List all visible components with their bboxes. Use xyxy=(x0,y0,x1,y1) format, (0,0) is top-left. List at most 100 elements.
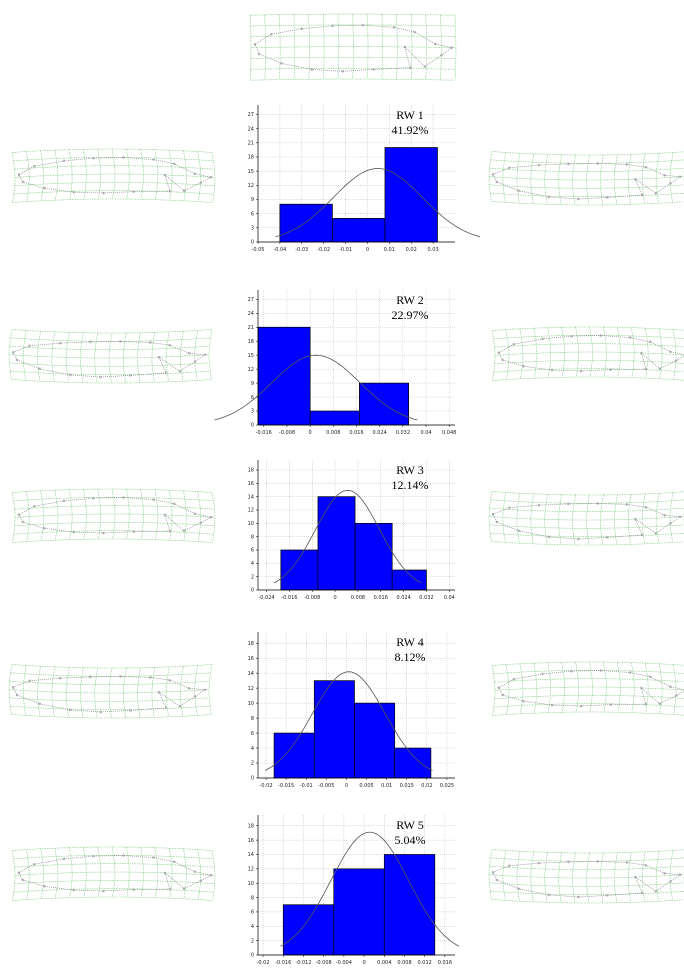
bar xyxy=(354,702,396,779)
grid-line-green xyxy=(13,156,214,162)
grid-line-green xyxy=(493,334,684,340)
grid-line-green xyxy=(533,663,538,714)
grid-line-green xyxy=(530,153,535,204)
y-tick-label: 14 xyxy=(248,852,254,858)
grid-line-green xyxy=(352,14,354,80)
grid-line-green xyxy=(11,488,213,493)
x-tick-label: 0.004 xyxy=(377,960,391,966)
deformation-grid xyxy=(488,849,684,904)
landmark xyxy=(38,367,41,371)
grid-line-green xyxy=(249,13,456,16)
landmark xyxy=(62,499,66,503)
y-tick-label: 12 xyxy=(248,183,254,189)
x-tick-label: -0.008 xyxy=(316,960,332,966)
deformation-grid xyxy=(8,329,213,384)
grid-line-green xyxy=(454,15,457,81)
y-tick-label: 0 xyxy=(251,240,254,246)
landmark xyxy=(199,879,203,882)
bar xyxy=(309,410,360,426)
y-tick-label: 6 xyxy=(251,731,254,737)
x-tick-label: -0.008 xyxy=(304,595,320,601)
x-tick-label: 0.04 xyxy=(444,595,455,601)
x-tick-label: -0.008 xyxy=(279,430,295,436)
normal-curve xyxy=(214,354,418,421)
grid-line-green xyxy=(530,493,535,544)
landmark xyxy=(43,526,46,530)
deformation-grid xyxy=(249,13,457,81)
x-tick-label: 0 xyxy=(309,430,312,436)
grid-line-green xyxy=(489,524,684,529)
x-tick-label: -0.016 xyxy=(275,960,291,966)
landmark xyxy=(341,70,344,73)
grid-line-green xyxy=(14,879,215,885)
y-tick-label: 0 xyxy=(251,953,254,959)
grid-line-green xyxy=(10,370,211,376)
bar xyxy=(279,203,333,243)
grid-line-green xyxy=(12,538,213,543)
x-tick-label: 0.02 xyxy=(406,247,417,253)
grid-line-green xyxy=(65,332,70,383)
grid-line-green xyxy=(183,490,187,541)
x-tick-label: -0.01 xyxy=(300,783,313,789)
x-tick-label: -0.016 xyxy=(256,430,272,436)
y-tick-label: 16 xyxy=(248,481,254,487)
grid-line-green xyxy=(250,78,456,81)
x-tick-label: 0.016 xyxy=(438,960,452,966)
grid-line-green xyxy=(13,496,214,502)
outline xyxy=(12,341,207,378)
y-tick-label: 4 xyxy=(251,746,254,752)
grid-line-green xyxy=(8,354,210,359)
grid-line-green xyxy=(122,332,127,383)
y-tick-label: 12 xyxy=(248,686,254,692)
chart-title: RW 5 xyxy=(396,818,423,832)
landmark xyxy=(547,195,551,199)
grid-line-green xyxy=(126,149,130,200)
landmark xyxy=(122,854,125,857)
chart-subtitle: 22.97% xyxy=(392,308,429,322)
landmark xyxy=(129,709,132,712)
landmark xyxy=(310,68,314,71)
grid-line-green xyxy=(13,190,214,195)
grid-line-green xyxy=(14,165,215,170)
x-tick-label: 0 xyxy=(333,595,336,601)
grid-line-green xyxy=(183,848,187,899)
x-tick-label: 0.008 xyxy=(326,430,340,436)
grid-line-green xyxy=(490,857,684,862)
x-tick-label: 0.048 xyxy=(442,430,456,436)
x-tick-label: 0.04 xyxy=(420,430,431,436)
y-tick-label: 21 xyxy=(248,140,254,146)
x-tick-label: -0.02 xyxy=(317,247,330,253)
grid-line-green xyxy=(655,153,660,204)
grid-line-green xyxy=(9,697,210,702)
grid-line-green xyxy=(9,362,210,367)
grid-line-green xyxy=(655,493,660,544)
grid-line-green xyxy=(250,46,456,48)
landmark xyxy=(609,703,612,706)
landmark xyxy=(280,62,283,65)
grid-line-green xyxy=(489,882,684,887)
grid-line-green xyxy=(9,680,210,686)
landmark xyxy=(625,503,629,506)
y-tick-label: 18 xyxy=(248,641,254,647)
grid-line-green xyxy=(490,192,684,198)
x-tick-label: -0.005 xyxy=(318,783,334,789)
normal-curve xyxy=(264,671,433,771)
grid-line-green xyxy=(489,184,684,189)
grid-line-green xyxy=(279,14,281,80)
grid-line-green xyxy=(168,150,173,201)
grid-line-green xyxy=(561,662,565,713)
outline xyxy=(492,163,682,200)
outline xyxy=(18,855,213,892)
grid-line-green xyxy=(491,201,684,206)
grid-line-green xyxy=(11,379,212,384)
grid-line-green xyxy=(489,507,684,513)
y-tick-label: 10 xyxy=(248,701,254,707)
grid-line-green xyxy=(10,705,211,711)
x-tick-label: 0.032 xyxy=(396,430,410,436)
bar xyxy=(273,732,315,779)
y-tick-label: 12 xyxy=(248,508,254,514)
normal-curve xyxy=(280,831,460,947)
x-tick-label: 0.005 xyxy=(359,783,373,789)
chart-subtitle: 8.12% xyxy=(395,650,426,664)
y-tick-label: 24 xyxy=(248,126,254,132)
